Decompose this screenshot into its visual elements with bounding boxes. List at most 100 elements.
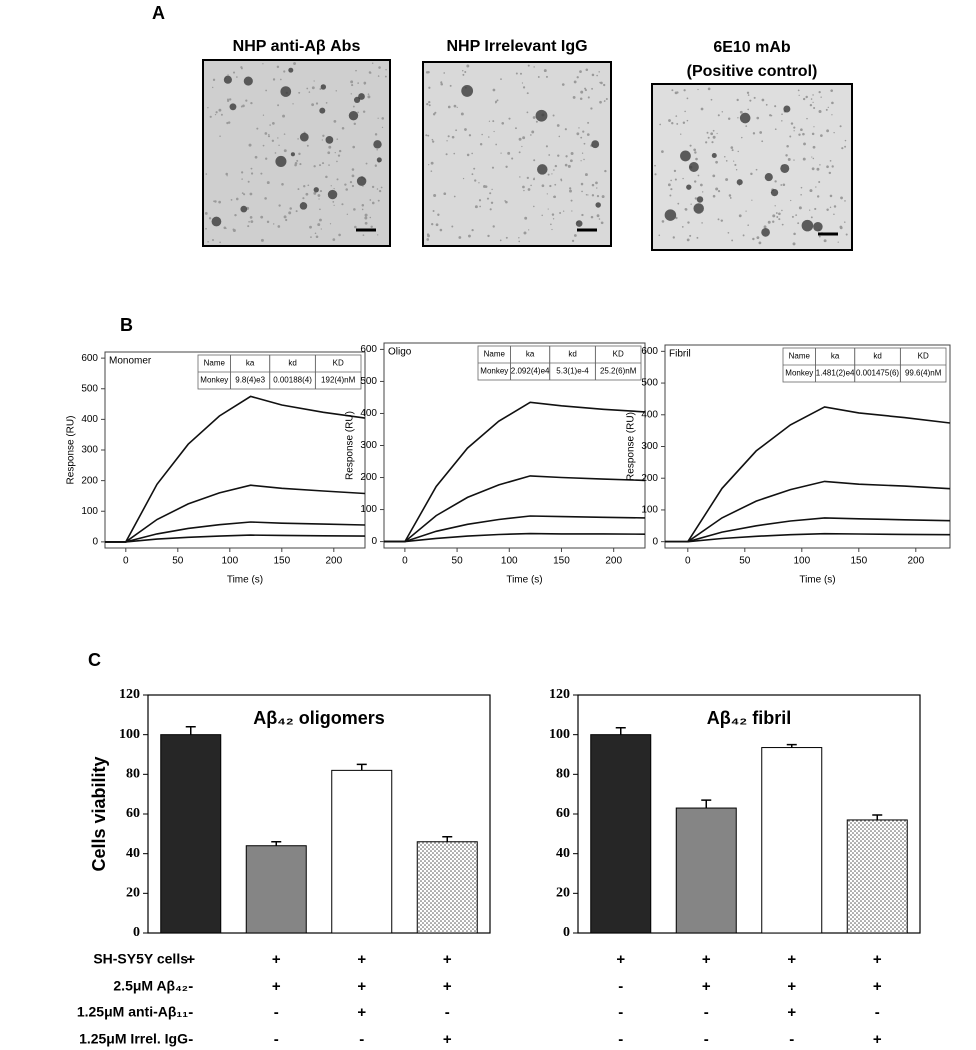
sensorgram-curve xyxy=(665,517,951,543)
micrograph-texture xyxy=(755,168,758,171)
micrograph-texture xyxy=(248,143,252,147)
micrograph-texture xyxy=(501,121,505,125)
sensorgram-curve xyxy=(384,475,646,543)
micrograph-texture xyxy=(533,66,535,68)
micrograph-texture xyxy=(311,103,315,107)
micrograph-deposit xyxy=(801,219,814,232)
micrograph-texture xyxy=(362,110,366,113)
micrograph-texture xyxy=(227,74,229,76)
micrograph-texture xyxy=(596,187,598,189)
micrograph-texture xyxy=(731,239,734,242)
micrograph-deposit xyxy=(319,107,326,114)
y-tick-label: 300 xyxy=(641,441,658,452)
treatment-mark: - xyxy=(188,1004,193,1021)
micrograph-texture xyxy=(283,215,287,219)
micrograph-texture xyxy=(307,184,310,187)
micrograph-texture xyxy=(752,132,756,135)
y-axis-label: Response (RU) xyxy=(345,411,356,480)
micrograph-texture xyxy=(468,234,471,238)
micrograph-deposit xyxy=(461,85,474,97)
micrograph-texture xyxy=(831,101,834,105)
treatment-mark: + xyxy=(873,1031,882,1048)
micrograph-texture xyxy=(527,64,530,67)
micrograph-texture xyxy=(522,86,526,89)
micrograph-texture xyxy=(240,66,243,69)
micrograph-texture xyxy=(276,65,280,69)
micrograph-deposit xyxy=(696,196,704,203)
micrograph-texture xyxy=(565,155,568,158)
error-bar xyxy=(271,841,282,846)
sensorgram-curve xyxy=(665,480,951,543)
micrograph-texture xyxy=(308,91,311,93)
micrograph-texture xyxy=(582,130,585,133)
micrograph-texture xyxy=(818,91,821,94)
micrograph-texture xyxy=(518,151,521,154)
micrograph-texture xyxy=(654,173,657,176)
treatment-mark: - xyxy=(359,1031,364,1048)
micrograph-texture xyxy=(458,236,462,239)
micrograph-texture xyxy=(352,105,355,108)
micrograph-texture xyxy=(250,167,253,170)
micrograph-texture xyxy=(321,162,325,165)
micrograph-texture xyxy=(334,152,336,154)
micrograph-texture xyxy=(427,134,430,137)
micrograph-texture xyxy=(377,199,380,202)
micrograph-texture xyxy=(547,173,550,176)
micrograph-deposit xyxy=(688,162,699,173)
micrograph-texture xyxy=(262,114,265,116)
y-tick-label: 300 xyxy=(81,445,98,456)
bar xyxy=(245,845,307,934)
micrograph-texture xyxy=(247,225,250,228)
micrograph-texture xyxy=(319,164,322,167)
micrograph-texture xyxy=(672,236,675,239)
micrograph-texture xyxy=(265,157,268,160)
bar xyxy=(590,734,652,934)
x-tick-label: 150 xyxy=(273,556,290,567)
micrograph-texture xyxy=(811,132,815,136)
bar xyxy=(331,769,393,934)
x-axis-label: Time (s) xyxy=(799,575,835,586)
micrograph-texture xyxy=(781,113,783,116)
micrograph-texture xyxy=(320,228,322,230)
treatment-mark: + xyxy=(443,951,452,968)
micrograph-texture xyxy=(667,183,671,187)
y-tick-label: 60 xyxy=(126,806,140,821)
table-cell: Monkey xyxy=(480,367,508,376)
micrograph-texture xyxy=(473,167,476,170)
micrograph-texture xyxy=(357,82,359,84)
micrograph-texture xyxy=(297,138,299,140)
micrograph-texture xyxy=(299,163,302,166)
micrograph-deposit xyxy=(325,136,334,144)
micrograph-texture xyxy=(603,83,606,87)
micrograph-texture xyxy=(371,201,375,205)
micrograph-texture xyxy=(829,194,833,198)
table-cell: 0.001475(6) xyxy=(856,369,899,378)
micrograph-texture xyxy=(778,212,781,216)
micrograph-texture xyxy=(715,160,718,164)
micrograph-texture xyxy=(596,74,598,77)
micrograph-texture xyxy=(292,103,294,105)
micrograph-texture xyxy=(378,66,381,69)
micrograph-deposit xyxy=(313,187,319,193)
micrograph-texture xyxy=(274,152,277,154)
micrograph-texture xyxy=(676,122,679,125)
micrograph-texture xyxy=(305,192,309,196)
sensorgram-curve xyxy=(105,534,366,543)
micrograph-texture xyxy=(247,180,250,183)
micrograph-texture xyxy=(684,208,688,211)
micrograph-texture xyxy=(494,100,498,103)
micrograph-texture xyxy=(677,202,680,205)
micrograph-deposit xyxy=(813,221,823,232)
micrograph-deposit xyxy=(275,155,287,167)
y-tick-label: 600 xyxy=(641,346,658,357)
micrograph-texture xyxy=(317,194,321,197)
micrograph-texture xyxy=(756,236,760,240)
micrograph-deposit xyxy=(537,164,548,175)
bar xyxy=(846,819,908,934)
micrograph-texture xyxy=(269,124,271,126)
micrograph-texture xyxy=(826,165,829,169)
micrograph-texture xyxy=(793,159,795,161)
micrograph-texture xyxy=(262,144,265,147)
micrograph-texture xyxy=(288,211,292,215)
micrograph-texture xyxy=(453,104,457,108)
